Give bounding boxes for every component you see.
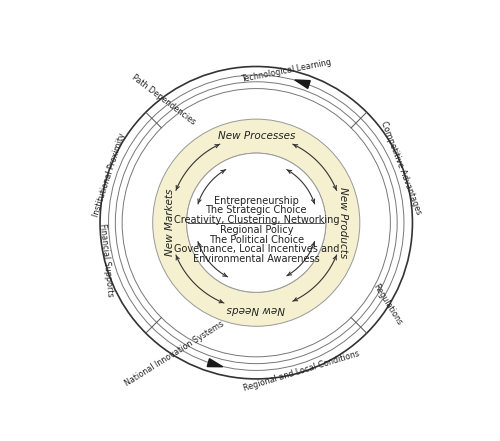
Circle shape [186, 153, 326, 292]
Text: Technological Learning: Technological Learning [240, 58, 332, 84]
Polygon shape [207, 359, 222, 367]
Text: Path Dependencies: Path Dependencies [130, 72, 196, 126]
Text: Competitive Advantages: Competitive Advantages [378, 119, 422, 215]
Text: The Strategic Choice: The Strategic Choice [206, 205, 307, 215]
Text: Financial Supports: Financial Supports [98, 223, 114, 297]
Text: The Political Choice: The Political Choice [208, 235, 304, 245]
Text: New Markets: New Markets [164, 189, 174, 256]
Text: New Needs: New Needs [227, 304, 286, 314]
Text: National Innovation Systems: National Innovation Systems [123, 320, 226, 388]
Text: Institutional Proximity: Institutional Proximity [92, 132, 127, 218]
Polygon shape [295, 80, 310, 88]
Text: Entrepreneurship: Entrepreneurship [214, 196, 298, 206]
Text: New Products: New Products [338, 187, 348, 258]
Wedge shape [152, 119, 360, 326]
Text: Creativity, Clustering, Networking: Creativity, Clustering, Networking [174, 215, 339, 224]
Text: New Processes: New Processes [218, 131, 295, 141]
Text: Environmental Awareness: Environmental Awareness [193, 254, 320, 264]
Text: Regulations: Regulations [371, 282, 404, 327]
Text: Regional Policy: Regional Policy [220, 225, 293, 235]
Text: Regional and Local Conditions: Regional and Local Conditions [242, 349, 360, 392]
Text: Governance, Local Incentives and: Governance, Local Incentives and [174, 244, 339, 254]
Circle shape [100, 67, 412, 379]
